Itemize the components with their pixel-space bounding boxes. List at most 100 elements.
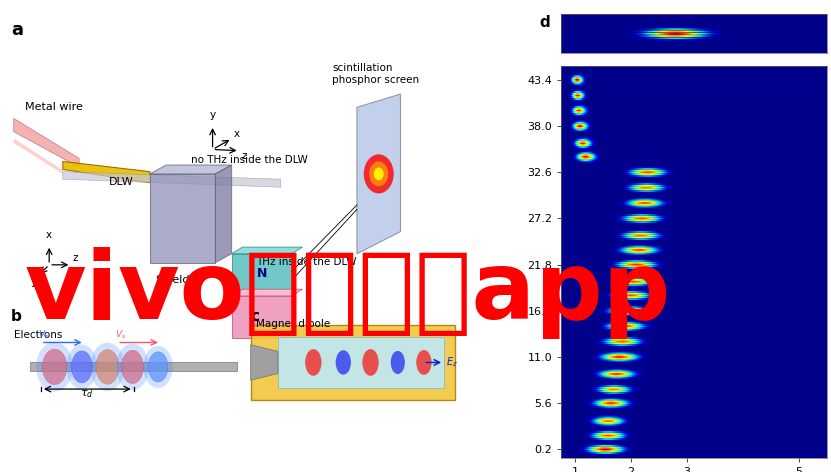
- Point: [563, 206, 577, 213]
- Point: [631, 378, 644, 385]
- Point: [669, 204, 682, 211]
- Point: [593, 103, 607, 111]
- Point: [645, 317, 658, 325]
- Point: [558, 82, 572, 89]
- Point: [632, 175, 645, 182]
- Point: [581, 30, 594, 37]
- Point: [583, 413, 597, 421]
- Point: [586, 272, 599, 280]
- Point: [562, 363, 575, 371]
- Point: [642, 257, 655, 265]
- Point: [589, 386, 602, 393]
- Point: [696, 272, 710, 280]
- Point: [557, 44, 570, 51]
- Point: [605, 339, 618, 347]
- Point: [613, 146, 627, 153]
- Point: [568, 349, 582, 356]
- Point: [571, 276, 584, 284]
- Point: [565, 83, 578, 90]
- Point: [558, 322, 572, 330]
- Point: [602, 147, 616, 154]
- Point: [610, 442, 623, 449]
- Point: [608, 280, 622, 287]
- Point: [666, 336, 679, 344]
- Point: [576, 211, 589, 219]
- Point: [589, 204, 602, 211]
- Point: [711, 225, 725, 232]
- Point: [579, 134, 593, 142]
- Point: [615, 439, 628, 447]
- Point: [658, 397, 671, 405]
- Point: [662, 318, 676, 325]
- Point: [597, 241, 611, 248]
- Point: [664, 443, 677, 450]
- Point: [608, 357, 622, 364]
- Point: [554, 81, 568, 88]
- Point: [675, 359, 688, 366]
- Point: [638, 456, 652, 464]
- Point: [612, 446, 626, 453]
- Point: [557, 87, 570, 94]
- Point: [631, 201, 644, 209]
- Point: [644, 439, 657, 447]
- Point: [612, 365, 625, 372]
- Point: [559, 434, 573, 441]
- Point: [560, 344, 573, 352]
- Point: [567, 78, 580, 85]
- Point: [643, 21, 656, 28]
- Point: [559, 303, 573, 311]
- Point: [605, 410, 618, 418]
- Point: [656, 253, 669, 261]
- Point: [598, 388, 612, 395]
- Point: [637, 305, 651, 313]
- Point: [593, 107, 606, 115]
- Point: [555, 392, 568, 400]
- Point: [673, 185, 686, 193]
- Point: [567, 107, 580, 115]
- Point: [588, 175, 601, 182]
- Point: [572, 329, 585, 336]
- Point: [566, 423, 579, 430]
- Point: [587, 143, 600, 151]
- Point: [596, 103, 609, 111]
- Point: [571, 146, 584, 153]
- Point: [637, 437, 651, 444]
- Point: [578, 84, 592, 92]
- Point: [627, 250, 640, 258]
- Point: [568, 389, 581, 397]
- Point: [556, 80, 569, 87]
- Point: [556, 93, 569, 101]
- Point: [573, 160, 587, 168]
- Point: [617, 348, 631, 355]
- Point: [628, 401, 642, 409]
- Point: [596, 423, 609, 430]
- Point: [691, 290, 705, 297]
- Point: [603, 288, 617, 295]
- Point: [573, 428, 586, 436]
- Point: [691, 28, 705, 35]
- Point: [663, 410, 676, 418]
- Point: [670, 410, 683, 418]
- Point: [625, 437, 638, 444]
- Point: [590, 332, 603, 340]
- Point: [613, 272, 627, 280]
- Point: [581, 116, 594, 124]
- Point: [561, 207, 574, 215]
- Point: [560, 343, 573, 351]
- Point: [578, 221, 591, 228]
- Point: [585, 116, 598, 124]
- Point: [656, 372, 670, 379]
- Point: [606, 236, 619, 243]
- Point: [662, 395, 676, 402]
- Point: [704, 185, 717, 193]
- Point: [663, 355, 676, 362]
- Point: [575, 85, 588, 93]
- Point: [581, 267, 594, 275]
- Point: [581, 84, 594, 92]
- Point: [661, 289, 674, 296]
- Point: [622, 297, 635, 304]
- Point: [666, 351, 680, 359]
- Point: [565, 117, 578, 125]
- Point: [569, 187, 583, 195]
- Point: [590, 395, 603, 402]
